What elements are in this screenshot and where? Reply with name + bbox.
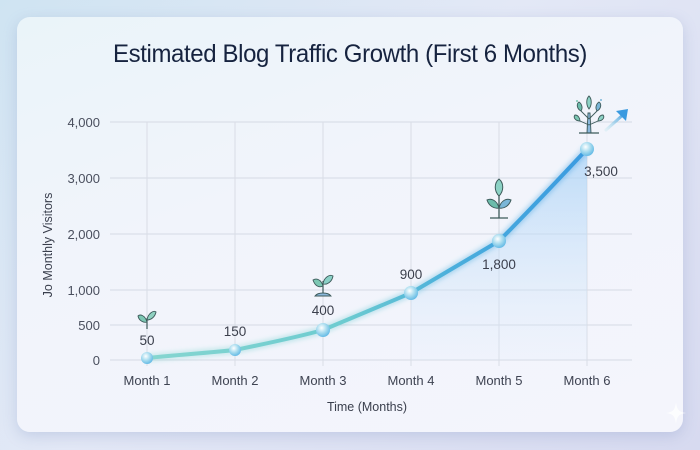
data-point-month-4 xyxy=(404,286,418,300)
y-tick-4000: 4,000 xyxy=(67,115,100,130)
x-tick-month-6: Month 6 xyxy=(564,373,611,388)
data-label-month-3: 400 xyxy=(312,303,335,318)
x-axis-title: Time (Months) xyxy=(327,400,407,414)
seedling-icon xyxy=(137,310,157,329)
data-label-month-2: 150 xyxy=(224,324,247,339)
data-points xyxy=(141,142,594,364)
x-axis-ticks: Month 1 Month 2 Month 3 Month 4 Month 5 … xyxy=(124,373,611,388)
data-labels: 50 150 400 900 1,800 3,500 xyxy=(139,164,617,348)
y-axis-ticks: 4,000 3,000 2,000 1,000 500 0 xyxy=(67,115,100,368)
y-tick-0: 0 xyxy=(93,353,100,368)
x-tick-month-2: Month 2 xyxy=(212,373,259,388)
y-tick-3000: 3,000 xyxy=(67,171,100,186)
data-label-month-1: 50 xyxy=(139,333,154,348)
y-tick-2000: 2,000 xyxy=(67,227,100,242)
y-axis-title: Jo Monthly Visitors xyxy=(41,193,55,298)
plant-icon xyxy=(486,178,512,219)
data-point-month-6 xyxy=(580,142,594,156)
x-tick-month-3: Month 3 xyxy=(300,373,347,388)
sparkle-watermark-icon xyxy=(666,402,686,424)
sprout-icon xyxy=(312,274,334,297)
x-tick-month-1: Month 1 xyxy=(124,373,171,388)
data-point-month-3 xyxy=(316,323,330,337)
data-point-month-2 xyxy=(229,344,241,356)
data-label-month-5: 1,800 xyxy=(482,257,516,272)
chart-title: Estimated Blog Traffic Growth (First 6 M… xyxy=(112,40,588,68)
data-point-month-1 xyxy=(141,352,153,364)
data-label-month-6: 3,500 xyxy=(584,164,618,179)
growth-arrow-icon xyxy=(604,109,628,132)
tree-icon xyxy=(573,95,605,134)
data-label-month-4: 900 xyxy=(400,267,423,282)
x-tick-month-5: Month 5 xyxy=(476,373,523,388)
y-tick-1000: 1,000 xyxy=(67,283,100,298)
area-fill xyxy=(411,149,587,360)
x-tick-month-4: Month 4 xyxy=(388,373,435,388)
data-point-month-5 xyxy=(492,234,506,248)
y-tick-500: 500 xyxy=(78,318,100,333)
